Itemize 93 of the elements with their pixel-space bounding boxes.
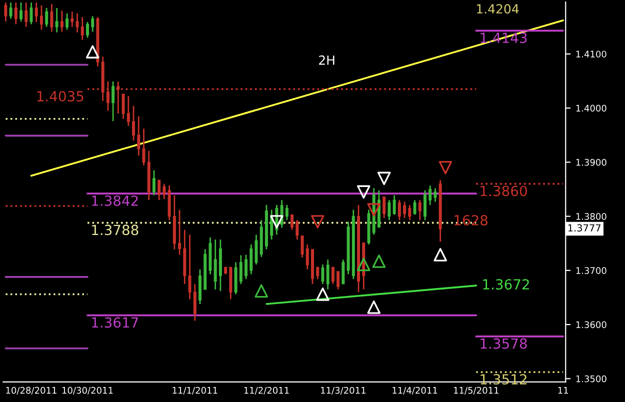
annotation: 1.3672 (483, 279, 529, 290)
candlestick (112, 80, 115, 122)
candlestick (392, 194, 396, 216)
candlestick (91, 15, 94, 32)
candlestick (162, 183, 166, 200)
point (270, 215, 284, 228)
point (367, 300, 381, 314)
candlestick (126, 95, 130, 127)
y-tick-label: 1.3600 (576, 321, 606, 328)
candlestick (4, 2, 8, 22)
candlestick (55, 7, 58, 34)
candlestick (34, 2, 38, 23)
candlestick (214, 238, 217, 290)
candlestick (40, 4, 43, 30)
candlestick (434, 187, 437, 202)
candlestick (408, 204, 412, 221)
candlestick (296, 219, 299, 240)
annotation: 1.4204 (477, 4, 519, 14)
candlestick (137, 116, 140, 156)
y-tick-label: 1.3700 (576, 267, 606, 274)
candlestick (382, 196, 386, 219)
candlestick (244, 254, 248, 280)
point (372, 254, 386, 268)
x-tick-label: 11/4/2011 (392, 386, 438, 394)
candlestick (336, 270, 340, 290)
series-label: 1.3788 (92, 224, 138, 236)
point (434, 248, 447, 262)
candlestick (24, 2, 28, 28)
x-tick-label: 11 (558, 387, 568, 394)
candlestick (331, 266, 334, 285)
candlestick (300, 235, 304, 258)
candlestick (250, 244, 253, 275)
x-tick-label: 10/30/2011 (62, 386, 113, 394)
candlestick (398, 199, 401, 221)
candlestick (424, 190, 426, 221)
candlestick (132, 105, 136, 142)
x-tick-label: 11/2/2011 (244, 386, 289, 394)
annotation: 2H (319, 55, 334, 65)
y-tick-label: 1.3900 (576, 158, 606, 166)
candlestick (66, 12, 69, 30)
candlestick (428, 184, 432, 206)
candlestick (14, 2, 18, 25)
candlestick (326, 258, 330, 290)
candlestick (80, 16, 84, 41)
candlestick (20, 2, 23, 22)
candlestick (122, 93, 125, 120)
point (367, 203, 381, 216)
series-label: 1.3842 (92, 195, 138, 206)
candlestick (60, 10, 64, 32)
candlestick (86, 21, 89, 38)
y-tick-label: 1.4000 (576, 104, 606, 112)
y-tick-label: 1.4100 (576, 50, 606, 58)
y-tick-label: 1.3500 (576, 375, 606, 382)
candlestick (321, 264, 324, 285)
candlestick (188, 234, 192, 300)
point (254, 284, 268, 298)
x-tick-label: 11/1/2011 (172, 386, 218, 394)
candlestick (316, 266, 320, 280)
series-label: 1.4035 (37, 91, 84, 102)
candlestick (418, 199, 422, 221)
x-tick-label: 10/28/2011 (6, 386, 56, 394)
candlestick (342, 258, 345, 285)
candlestick (152, 170, 156, 196)
candlestick (9, 2, 12, 20)
candlestick (388, 199, 391, 221)
candlestick (285, 204, 288, 221)
point (438, 160, 452, 174)
series-label: 1.3617 (92, 317, 138, 328)
candlestick (178, 209, 182, 256)
candlestick (45, 7, 48, 28)
candlestick (70, 11, 74, 28)
candlestick (50, 3, 54, 32)
point (356, 258, 370, 272)
point (356, 185, 370, 199)
point (86, 45, 100, 58)
candlestick (239, 254, 242, 285)
candlestick (193, 283, 196, 322)
candlestick (158, 179, 161, 201)
point (310, 215, 324, 228)
text: 1.3777 (568, 224, 600, 232)
point (316, 288, 330, 301)
y-tick-label: 1.3800 (576, 213, 606, 220)
series-label: 1.3578 (480, 338, 527, 349)
x-tick-label: 11/3/2011 (321, 386, 366, 394)
candlestick (76, 12, 79, 34)
candlestick (413, 199, 416, 216)
candlestick (306, 244, 309, 270)
series-label: 1.3860 (480, 186, 527, 196)
candlestick (403, 201, 406, 219)
annotation: 1628 (454, 214, 488, 226)
candlestick (290, 214, 294, 231)
point (377, 172, 391, 186)
x-tick-label: 11/5/2011 (454, 386, 498, 394)
